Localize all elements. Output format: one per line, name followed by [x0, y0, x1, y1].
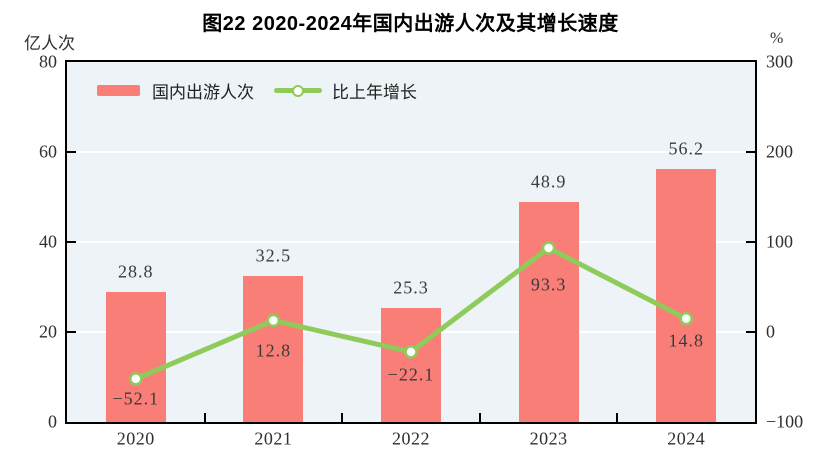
- bar-value-label: 25.3: [393, 277, 429, 298]
- bar-value-label: 28.8: [118, 261, 154, 282]
- legend: 国内出游人次 比上年增长: [97, 78, 417, 103]
- left-axis-unit-label: 亿人次: [24, 34, 75, 53]
- line-value-label: 12.8: [255, 340, 292, 361]
- x-axis-label-2020: 2020: [116, 428, 155, 449]
- left-axis-tick-label: 40: [39, 231, 57, 252]
- right-axis-tick-mark: [746, 241, 755, 243]
- line-value-label: 14.8: [668, 330, 704, 351]
- right-axis-tick-label: 100: [766, 231, 793, 252]
- legend-line-sample: [274, 84, 322, 97]
- right-axis-unit-label: %: [770, 30, 784, 47]
- bar-2023: [518, 201, 579, 422]
- x-axis-label-2024: 2024: [667, 428, 706, 449]
- gridline: [67, 151, 755, 153]
- chart-title: 图22 2020-2024年国内出游人次及其增长速度: [202, 13, 619, 35]
- legend-line-marker-icon: [292, 84, 304, 97]
- left-axis-tick-mark: [67, 331, 76, 333]
- bar-value-label: 56.2: [668, 138, 704, 159]
- gridline: [67, 241, 755, 243]
- left-axis-tick-label: 20: [39, 321, 57, 342]
- bar-2024: [656, 169, 717, 422]
- legend-bar-swatch: [97, 85, 140, 96]
- bar-value-label: 32.5: [255, 245, 292, 266]
- legend-line-series-label: 比上年增长: [332, 83, 417, 102]
- right-axis-tick-mark: [746, 331, 755, 333]
- right-axis-tick-label: −100: [766, 411, 804, 432]
- right-axis-tick-label: 0: [766, 321, 775, 342]
- x-axis-label-2023: 2023: [529, 428, 568, 449]
- left-axis-tick-mark: [67, 151, 76, 153]
- right-axis-tick-label: 300: [766, 51, 793, 72]
- right-axis-tick-label: 200: [766, 141, 793, 162]
- x-axis-label-2021: 2021: [254, 428, 293, 449]
- legend-bar-series-label: 国内出游人次: [152, 83, 254, 102]
- line-value-label: 93.3: [530, 274, 567, 295]
- line-value-label: −52.1: [112, 388, 160, 409]
- left-axis-tick-label: 0: [48, 411, 57, 432]
- left-axis-tick-label: 80: [39, 51, 57, 72]
- x-axis-tick-mark: [478, 413, 481, 422]
- right-axis-tick-mark: [746, 151, 755, 153]
- plot-area: 28.8 32.5 25.3 48.9 56.2 −52.1 12.8 −22.1 93.3 14…: [65, 60, 757, 424]
- bar-value-label: 48.9: [530, 171, 567, 192]
- x-axis-tick-mark: [203, 413, 206, 422]
- x-axis-tick-mark: [616, 413, 619, 422]
- left-axis-tick-label: 60: [39, 141, 57, 162]
- x-axis-tick-mark: [341, 413, 344, 422]
- left-axis-tick-mark: [67, 241, 76, 243]
- line-value-label: −22.1: [387, 364, 435, 385]
- x-axis-label-2022: 2022: [392, 428, 430, 449]
